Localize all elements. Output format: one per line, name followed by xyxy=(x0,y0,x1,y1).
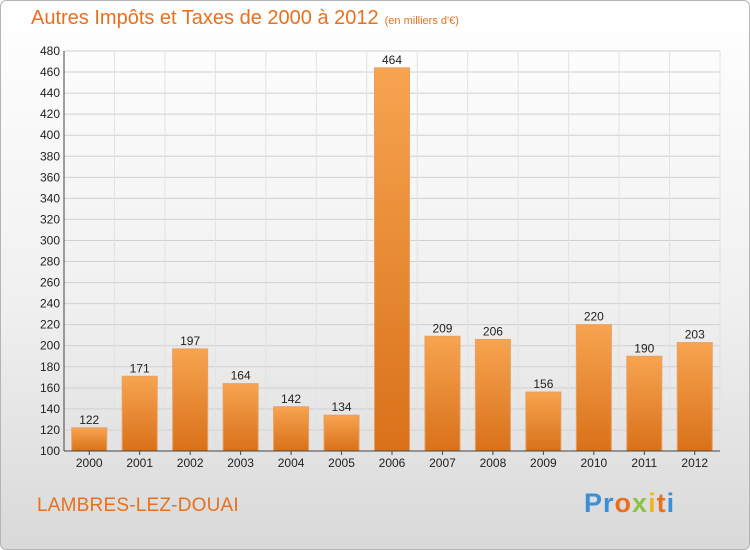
y-tick-label: 220 xyxy=(40,318,60,332)
x-tick-label: 2003 xyxy=(227,456,254,470)
y-tick-label: 440 xyxy=(40,86,60,100)
chart-title-text: Autres Impôts et Taxes de 2000 à 2012 xyxy=(31,7,379,29)
bar-2004 xyxy=(273,406,310,452)
logo-letter: r xyxy=(603,488,615,518)
y-tick-label: 420 xyxy=(40,107,60,121)
chart-subtitle: (en milliers d'€) xyxy=(384,15,459,27)
value-label: 197 xyxy=(180,334,200,348)
value-label: 203 xyxy=(685,328,705,342)
bar-2010 xyxy=(575,324,612,452)
value-label: 464 xyxy=(382,53,402,67)
commune-name: LAMBRES-LEZ-DOUAI xyxy=(37,495,239,516)
bar-2012 xyxy=(676,342,713,452)
logo-letter: i xyxy=(648,488,657,518)
x-tick-label: 2002 xyxy=(177,456,204,470)
bar-2009 xyxy=(525,391,562,452)
bar-2003 xyxy=(222,383,259,452)
value-label: 171 xyxy=(130,361,150,375)
value-label: 209 xyxy=(432,321,452,335)
logo-letter: t xyxy=(656,488,667,518)
bar-2005 xyxy=(323,414,360,452)
bar-2007 xyxy=(424,335,461,452)
bar-2002 xyxy=(172,348,209,452)
bar-2006 xyxy=(374,67,410,452)
y-tick-label: 200 xyxy=(40,339,60,353)
value-label: 206 xyxy=(483,324,503,338)
y-tick-label: 480 xyxy=(40,44,60,58)
logo-letter: i xyxy=(666,488,676,518)
x-tick-label: 2008 xyxy=(480,456,507,470)
logo-letter: P xyxy=(584,488,604,518)
x-tick-label: 2012 xyxy=(681,456,708,470)
value-label: 134 xyxy=(332,400,352,414)
y-tick-label: 340 xyxy=(40,191,60,205)
value-label: 190 xyxy=(634,341,654,355)
x-tick-label: 2009 xyxy=(530,456,557,470)
x-tick-label: 2004 xyxy=(278,456,305,470)
bar-2011 xyxy=(626,355,663,452)
y-tick-label: 360 xyxy=(40,170,60,184)
y-tick-label: 260 xyxy=(40,276,60,290)
y-tick-label: 320 xyxy=(40,212,60,226)
y-tick-label: 280 xyxy=(40,255,60,269)
x-tick-label: 2007 xyxy=(429,456,456,470)
x-tick-label: 2011 xyxy=(631,456,657,470)
logo-letter: o xyxy=(614,488,633,518)
proxiti-logo: Proxiti xyxy=(584,488,675,519)
y-tick-label: 100 xyxy=(40,444,60,458)
y-tick-label: 140 xyxy=(40,402,60,416)
y-tick-label: 300 xyxy=(40,233,60,247)
value-label: 156 xyxy=(533,377,553,391)
bar-2008 xyxy=(474,338,511,452)
y-tick-label: 380 xyxy=(40,149,60,163)
value-label: 142 xyxy=(281,392,301,406)
value-label: 164 xyxy=(231,369,251,383)
chart-title: Autres Impôts et Taxes de 2000 à 2012 (en… xyxy=(31,7,459,30)
y-tick-label: 460 xyxy=(40,65,60,79)
x-tick-label: 2000 xyxy=(76,456,103,470)
y-tick-label: 180 xyxy=(40,360,60,374)
x-tick-label: 2001 xyxy=(126,456,153,470)
x-tick-label: 2006 xyxy=(379,456,406,470)
y-tick-label: 240 xyxy=(40,297,60,311)
y-tick-label: 400 xyxy=(40,128,60,142)
bar-2001 xyxy=(121,375,158,452)
x-tick-label: 2010 xyxy=(580,456,607,470)
x-tick-label: 2005 xyxy=(328,456,355,470)
y-tick-label: 120 xyxy=(40,423,60,437)
bar-2000 xyxy=(71,427,108,452)
value-label: 122 xyxy=(79,413,99,427)
y-tick-label: 160 xyxy=(40,381,60,395)
logo-letter: x xyxy=(632,488,649,518)
value-label: 220 xyxy=(584,310,604,324)
